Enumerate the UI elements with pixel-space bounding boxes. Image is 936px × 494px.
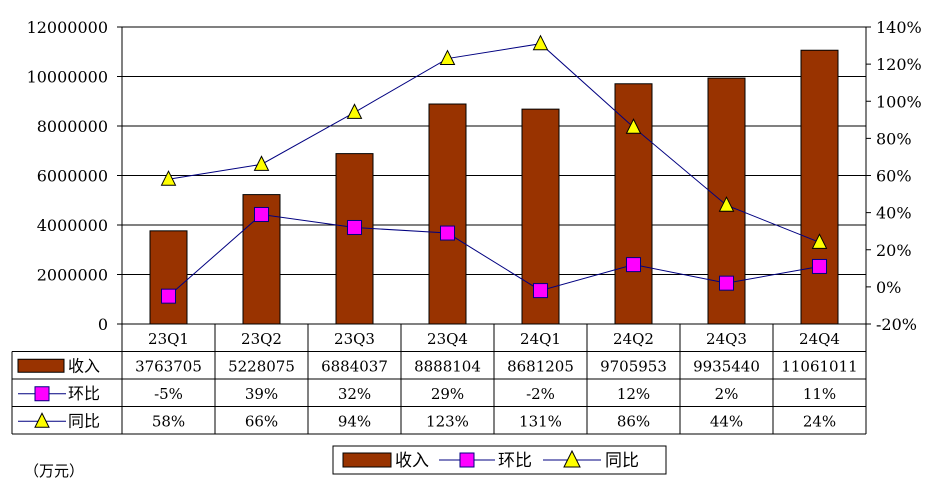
legend-key-yoy-marker bbox=[563, 449, 581, 468]
line-yoy bbox=[168, 43, 820, 243]
line-qoq bbox=[168, 213, 820, 297]
y-left-tick-label: 4000000 bbox=[37, 216, 108, 235]
table-row-label: 收入 bbox=[68, 356, 100, 375]
table-cell: 8888104 bbox=[414, 357, 481, 375]
marker-qoq bbox=[533, 283, 548, 299]
table-cell: 29% bbox=[431, 385, 464, 403]
legend-label-revenue: 收入 bbox=[395, 451, 429, 471]
marker-yoy bbox=[346, 103, 363, 119]
y-left-tick-label: 10000000 bbox=[27, 68, 108, 87]
marker-qoq bbox=[161, 288, 176, 304]
y-left-tick-label: 6000000 bbox=[37, 167, 108, 186]
marker-qoq bbox=[719, 275, 734, 291]
x-category-label: 24Q3 bbox=[706, 330, 747, 348]
x-category-label: 23Q4 bbox=[427, 330, 468, 348]
table-cell: 8681205 bbox=[507, 357, 574, 375]
table-cell: -2% bbox=[526, 385, 555, 403]
marker-yoy bbox=[253, 155, 270, 171]
y-left-tick-label: 2000000 bbox=[37, 266, 108, 285]
y-right-tick-label: 20% bbox=[876, 241, 912, 260]
table-cell: 39% bbox=[245, 385, 278, 403]
marker-yoy bbox=[532, 34, 549, 51]
bar-revenue bbox=[800, 49, 839, 325]
y-left-tick-label: 0 bbox=[98, 315, 108, 334]
y-right-tick-label: 140% bbox=[876, 18, 922, 37]
legend-label-qoq: 环比 bbox=[498, 451, 532, 471]
y-right-tick-label: 0% bbox=[876, 278, 901, 297]
table-cell: 24% bbox=[803, 412, 836, 430]
x-category-label: 24Q1 bbox=[520, 330, 561, 348]
y-right-tick-label: -20% bbox=[876, 315, 917, 334]
table-cell: -5% bbox=[154, 385, 183, 403]
table-cell: 66% bbox=[245, 412, 278, 430]
unit-label: （万元） bbox=[24, 462, 84, 480]
table-key-yoy-marker bbox=[34, 412, 50, 428]
table-cell: 131% bbox=[519, 412, 562, 430]
y-right-tick-label: 80% bbox=[876, 129, 912, 148]
marker-qoq bbox=[626, 257, 641, 273]
table-cell: 12% bbox=[617, 385, 650, 403]
marker-qoq bbox=[440, 225, 455, 241]
bar-revenue bbox=[428, 103, 467, 325]
y-left-tick-label: 8000000 bbox=[37, 117, 108, 136]
marker-yoy bbox=[439, 49, 456, 66]
y-left-tick-label: 12000000 bbox=[27, 18, 108, 37]
y-right-tick-label: 60% bbox=[876, 167, 912, 186]
table-cell: 6884037 bbox=[321, 357, 388, 375]
x-category-label: 23Q2 bbox=[241, 330, 282, 348]
table-key-qoq-marker bbox=[34, 386, 50, 402]
table-row-label: 同比 bbox=[68, 411, 100, 430]
marker-qoq bbox=[812, 258, 827, 274]
marker-yoy bbox=[811, 233, 828, 249]
table-key-revenue bbox=[17, 358, 65, 373]
table-cell: 2% bbox=[715, 385, 739, 403]
table-cell: 9705953 bbox=[600, 357, 667, 375]
y-right-tick-label: 40% bbox=[876, 204, 912, 223]
x-category-label: 24Q4 bbox=[799, 330, 840, 348]
x-category-label: 23Q1 bbox=[148, 330, 189, 348]
table-cell: 44% bbox=[710, 412, 743, 430]
table-cell: 11% bbox=[803, 385, 836, 403]
marker-qoq bbox=[254, 206, 269, 222]
table-cell: 86% bbox=[617, 412, 650, 430]
table-row-label: 环比 bbox=[68, 384, 100, 403]
legend-key-qoq-marker bbox=[459, 452, 475, 468]
legend-key-revenue bbox=[342, 452, 392, 468]
table-cell: 123% bbox=[426, 412, 469, 430]
marker-yoy bbox=[625, 118, 642, 134]
bar-revenue bbox=[335, 153, 374, 325]
y-right-tick-label: 120% bbox=[876, 55, 922, 74]
marker-qoq bbox=[347, 219, 362, 235]
y-right-tick-label: 100% bbox=[876, 92, 922, 111]
table-cell: 32% bbox=[338, 385, 371, 403]
x-category-label: 24Q2 bbox=[613, 330, 654, 348]
table-cell: 5228075 bbox=[228, 357, 295, 375]
table-cell: 9935440 bbox=[693, 357, 760, 375]
table-cell: 3763705 bbox=[135, 357, 202, 375]
table-cell: 11061011 bbox=[781, 357, 857, 375]
table-cell: 58% bbox=[152, 412, 185, 430]
marker-yoy bbox=[718, 196, 735, 212]
marker-yoy bbox=[160, 170, 177, 186]
x-category-label: 23Q3 bbox=[334, 330, 375, 348]
legend-label-yoy: 同比 bbox=[605, 451, 639, 471]
bar-revenue bbox=[149, 230, 188, 325]
table-cell: 94% bbox=[338, 412, 371, 430]
